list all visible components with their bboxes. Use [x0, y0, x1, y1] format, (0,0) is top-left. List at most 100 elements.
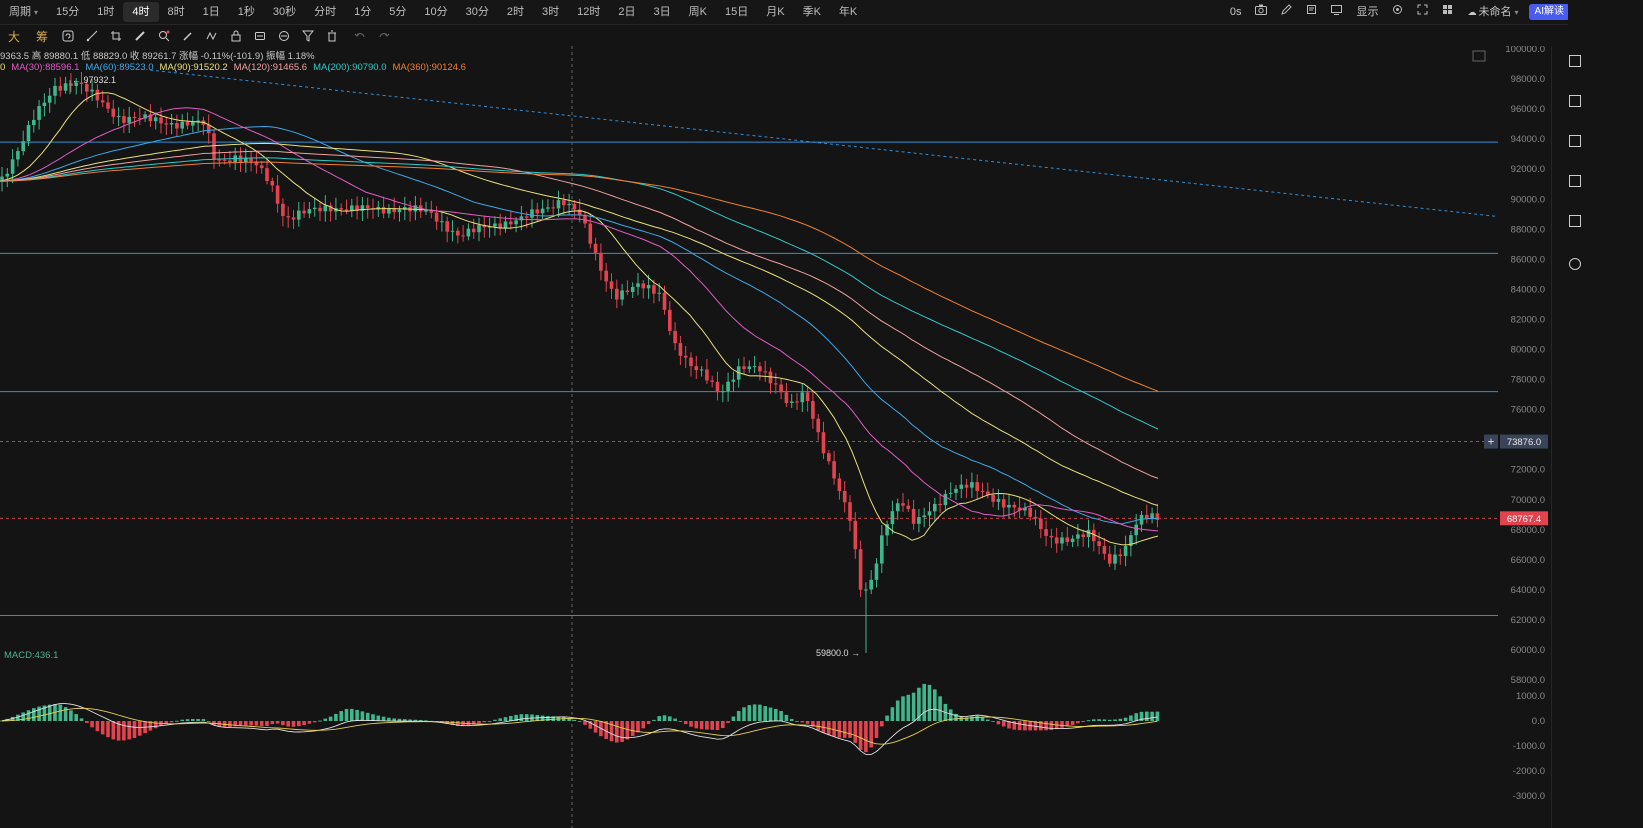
- brush-icon[interactable]: [182, 30, 194, 42]
- period-tab[interactable]: 8时: [167, 6, 185, 18]
- period-tab[interactable]: 分时: [314, 6, 337, 18]
- period-tab[interactable]: 年K: [838, 6, 858, 18]
- sidebar-chat-icon[interactable]: [1569, 215, 1581, 227]
- display-icon[interactable]: [1327, 2, 1346, 22]
- macd-histogram-bar: [259, 721, 264, 727]
- pattern-icon[interactable]: [206, 30, 218, 42]
- layers-icon[interactable]: [254, 30, 266, 42]
- chart-screenshot-icon[interactable]: [1472, 50, 1486, 62]
- camera-icon[interactable]: [1251, 2, 1271, 22]
- ma60-line: [0, 126, 1159, 525]
- macd-histogram-bar: [832, 721, 836, 737]
- price-axis-tick: 72000.0: [1511, 465, 1545, 476]
- macd-histogram-bar: [662, 715, 667, 721]
- macd-histogram-bar: [848, 721, 852, 738]
- candle-body: [482, 225, 487, 228]
- period-tab[interactable]: 2时: [506, 6, 525, 18]
- macd-histogram-bar: [673, 718, 677, 721]
- period-tab[interactable]: 1秒: [237, 6, 255, 18]
- redo-icon[interactable]: [378, 30, 390, 42]
- candle-body: [1028, 507, 1032, 517]
- period-tab[interactable]: 15分: [56, 6, 80, 18]
- candle-body: [286, 216, 290, 218]
- macd-histogram-bar: [169, 721, 174, 723]
- period-tab[interactable]: 周K: [688, 6, 707, 18]
- sidebar-list-icon[interactable]: [1569, 95, 1581, 107]
- period-tab[interactable]: 1时: [97, 6, 115, 18]
- macd-histogram-bar: [344, 708, 349, 721]
- grid-icon[interactable]: [1438, 2, 1457, 22]
- period-tab[interactable]: 3日: [653, 6, 671, 18]
- sidebar-watchlist-icon[interactable]: [1569, 55, 1581, 67]
- replay-icon[interactable]: [62, 30, 74, 42]
- candle-body: [556, 200, 561, 209]
- edit-icon[interactable]: [1277, 2, 1296, 22]
- candle-body: [244, 157, 248, 163]
- candle-body: [805, 392, 810, 402]
- price-axis-tick: 80000.0: [1511, 345, 1545, 356]
- settings-icon[interactable]: [1388, 2, 1407, 22]
- period-tab[interactable]: 1分: [354, 6, 372, 18]
- macd-histogram-bar: [498, 718, 502, 721]
- line-tool-icon[interactable]: [86, 30, 98, 42]
- period-tab[interactable]: 10分: [424, 6, 448, 18]
- period-tab[interactable]: 5分: [389, 6, 407, 18]
- ruler-icon[interactable]: [134, 30, 146, 42]
- timer-label: 0s: [1229, 6, 1242, 18]
- candle-body: [562, 200, 566, 206]
- macd-histogram-bar: [42, 705, 47, 721]
- macd-histogram-bar: [339, 711, 343, 721]
- fullscreen-icon[interactable]: [1413, 2, 1432, 22]
- layout-name-button[interactable]: ☁ 未命名 ▾: [1463, 2, 1522, 22]
- ai-analysis-button[interactable]: AI解读: [1528, 4, 1570, 20]
- candle-body: [1097, 541, 1101, 547]
- price-axis-tick: 84000.0: [1511, 284, 1545, 295]
- trash-icon[interactable]: [326, 30, 338, 42]
- period-tab[interactable]: 30分: [465, 6, 489, 18]
- period-tab[interactable]: 4时: [123, 2, 159, 22]
- macd-histogram-bar: [970, 716, 974, 721]
- crosshair-plus-icon[interactable]: [1484, 434, 1498, 449]
- period-tab[interactable]: 3时: [542, 6, 560, 18]
- lock-icon[interactable]: [230, 30, 242, 42]
- period-tab[interactable]: 季K: [802, 6, 821, 18]
- macd-dif-line: [1, 703, 1158, 755]
- zoom-icon[interactable]: [158, 30, 170, 42]
- sidebar-calc-icon[interactable]: [1569, 135, 1581, 147]
- macd-histogram-bar: [132, 721, 137, 738]
- display-button[interactable]: 显示: [1356, 6, 1379, 18]
- trend-line-dashed[interactable]: [149, 69, 1499, 218]
- period-tab[interactable]: 月K: [766, 6, 785, 18]
- period-tab[interactable]: 15日: [724, 6, 749, 18]
- tab-big[interactable]: 大: [8, 29, 21, 44]
- price-chart[interactable]: 100000.0 98000.0 96000.0 94000.0 92000.0 9000…: [0, 46, 1551, 828]
- sidebar-search-icon[interactable]: [1569, 258, 1581, 270]
- candle-body: [848, 502, 852, 521]
- last-price-tag: [1500, 511, 1548, 526]
- period-tab[interactable]: 1日: [202, 6, 220, 18]
- candle-body: [721, 391, 725, 393]
- candle-body: [95, 89, 100, 101]
- sidebar-news-icon[interactable]: [1569, 175, 1581, 187]
- undo-icon[interactable]: [354, 30, 366, 42]
- macd-histogram-bar: [509, 715, 513, 721]
- period-tab[interactable]: 12时: [577, 6, 601, 18]
- candle-body: [53, 85, 57, 96]
- filter-icon[interactable]: [302, 30, 315, 42]
- tab-chips[interactable]: 筹: [36, 29, 49, 44]
- candle-body: [816, 418, 820, 433]
- layout-name: 未命名: [1478, 6, 1512, 18]
- magnet-icon[interactable]: [278, 30, 290, 42]
- macd-histogram-bar: [1065, 721, 1070, 727]
- crop-icon[interactable]: [110, 30, 122, 42]
- period-tab[interactable]: 30秒: [272, 6, 297, 18]
- period-tab[interactable]: 2日: [618, 6, 636, 18]
- candle-body: [1086, 529, 1091, 538]
- candle-body: [991, 494, 995, 502]
- candle-body: [710, 380, 714, 382]
- candle-body: [434, 212, 439, 222]
- note-icon[interactable]: [1302, 2, 1321, 22]
- candle-body: [477, 225, 481, 233]
- candle-body: [360, 205, 365, 211]
- period-tab[interactable]: 周期 ▾: [9, 6, 39, 18]
